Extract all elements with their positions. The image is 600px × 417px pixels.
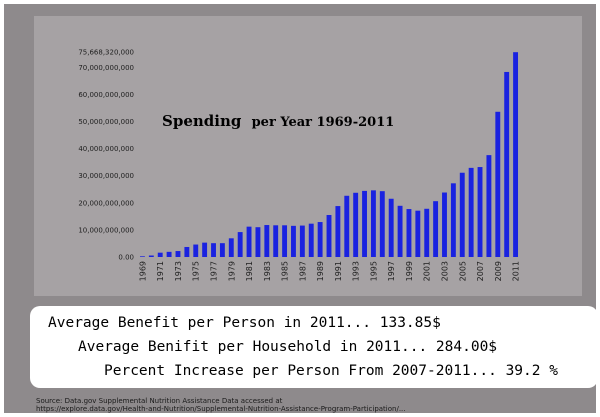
stats-box: Average Benefit per Person in 2011... 13… xyxy=(30,306,596,388)
x-tick-label: 1995 xyxy=(369,261,378,281)
x-tick-label: 1989 xyxy=(316,261,325,281)
stat-average-benefit-person: Average Benefit per Person in 2011... 13… xyxy=(48,315,441,331)
bar-2003 xyxy=(442,192,447,257)
x-tick-label: 1993 xyxy=(352,261,361,281)
source-note: Source: Data.gov Supplemental Nutrition … xyxy=(30,390,590,413)
bar-1992 xyxy=(344,195,350,257)
bar-2009 xyxy=(495,111,501,257)
x-tick-label: 2003 xyxy=(440,261,449,281)
bar-1985 xyxy=(282,225,288,257)
x-tick-label: 1979 xyxy=(227,261,236,281)
y-tick-label: 10,000,000,000 xyxy=(78,226,134,234)
x-tick-label: 1991 xyxy=(334,261,343,281)
bar-1989 xyxy=(317,222,323,257)
y-tick-label: 20,000,000,000 xyxy=(78,199,134,207)
bar-1982 xyxy=(255,227,261,257)
bar-1977 xyxy=(211,243,216,257)
x-tick-label: 1981 xyxy=(245,261,254,281)
bar-2005 xyxy=(459,172,465,257)
x-tick-label: 1999 xyxy=(405,261,414,281)
source-line-2: https://explore.data.gov/Health-and-Nutr… xyxy=(36,405,406,413)
x-tick-label: 1975 xyxy=(192,261,201,281)
source-line-1: Source: Data.gov Supplemental Nutrition … xyxy=(36,397,283,405)
chart-title-rest: per Year 1969-2011 xyxy=(252,115,395,130)
stat-average-benefit-household: Average Benifit per Household in 2011...… xyxy=(78,339,498,355)
stat-percent-increase: Percent Increase per Person From 2007-20… xyxy=(104,363,558,379)
chart-panel: 0.00 10,000,000,000 20,000,000,000 30,000,0… xyxy=(34,16,582,296)
bar-1978 xyxy=(219,243,225,257)
bar-1979 xyxy=(228,238,234,257)
bar-1972 xyxy=(166,251,172,257)
bar-1999 xyxy=(406,209,412,257)
x-axis: 1969 1971 1973 1975 1977 1979 1981 1983 1985 1987… xyxy=(138,261,520,281)
bar-2000 xyxy=(415,210,421,257)
bar-1974 xyxy=(184,246,190,257)
x-tick-label: 1987 xyxy=(298,261,307,281)
bar-2004 xyxy=(450,183,456,257)
x-tick-label: 1969 xyxy=(138,261,147,281)
x-tick-label: 2001 xyxy=(423,261,432,281)
chart-title-main: Spending xyxy=(162,112,242,130)
bar-1984 xyxy=(273,225,279,257)
y-tick-label: 50,000,000,000 xyxy=(78,118,134,126)
bar-2007 xyxy=(477,167,483,257)
spending-bar-chart: 0.00 10,000,000,000 20,000,000,000 30,000,0… xyxy=(78,49,520,282)
x-tick-label: 2011 xyxy=(512,261,521,281)
bar-1973 xyxy=(175,251,181,257)
x-tick-label: 1983 xyxy=(263,261,272,281)
bar-1969 xyxy=(140,256,145,257)
bar-1993 xyxy=(353,192,359,257)
bar-1988 xyxy=(308,223,314,257)
bar-1983 xyxy=(264,225,270,257)
bar-1971 xyxy=(157,252,163,257)
bar-2001 xyxy=(424,208,430,257)
bar-1976 xyxy=(202,242,208,257)
y-tick-label: 40,000,000,000 xyxy=(78,145,134,153)
chart-title: Spending per Year 1969-2011 xyxy=(162,112,394,130)
bar-1986 xyxy=(291,225,296,257)
x-tick-label: 2005 xyxy=(458,261,467,281)
bar-2002 xyxy=(433,201,439,257)
x-tick-label: 2009 xyxy=(494,261,503,281)
x-tick-label: 2007 xyxy=(476,261,485,281)
bar-1994 xyxy=(362,190,367,257)
bar-2011 xyxy=(513,52,519,257)
bar-2010 xyxy=(504,71,510,258)
slide-background: 0.00 10,000,000,000 20,000,000,000 30,000,0… xyxy=(4,4,596,413)
x-tick-label: 1973 xyxy=(174,261,183,281)
bar-1987 xyxy=(299,225,305,257)
bar-2008 xyxy=(486,155,492,257)
bar-1981 xyxy=(246,226,252,257)
bar-1995 xyxy=(370,190,376,257)
y-tick-label: 70,000,000,000 xyxy=(78,64,134,72)
bar-1996 xyxy=(379,191,385,257)
bar-2006 xyxy=(468,167,474,257)
bar-1991 xyxy=(335,206,341,257)
x-tick-label: 1985 xyxy=(281,261,290,281)
y-tick-label: 60,000,000,000 xyxy=(78,91,134,99)
y-axis: 0.00 10,000,000,000 20,000,000,000 30,000,0… xyxy=(78,49,134,262)
bar-1998 xyxy=(397,205,403,257)
bar-1975 xyxy=(193,244,199,257)
bar-1990 xyxy=(326,215,332,257)
y-tick-label: 75,668,320,000 xyxy=(78,49,134,57)
bar-1997 xyxy=(388,198,394,257)
x-tick-label: 1977 xyxy=(210,261,219,281)
bar-1970 xyxy=(148,255,154,257)
y-tick-label: 30,000,000,000 xyxy=(78,172,134,180)
bar-1980 xyxy=(237,232,243,257)
x-tick-label: 1971 xyxy=(156,261,165,281)
y-tick-label: 0.00 xyxy=(118,254,134,262)
bar-series xyxy=(140,52,519,258)
x-tick-label: 1997 xyxy=(387,261,396,281)
